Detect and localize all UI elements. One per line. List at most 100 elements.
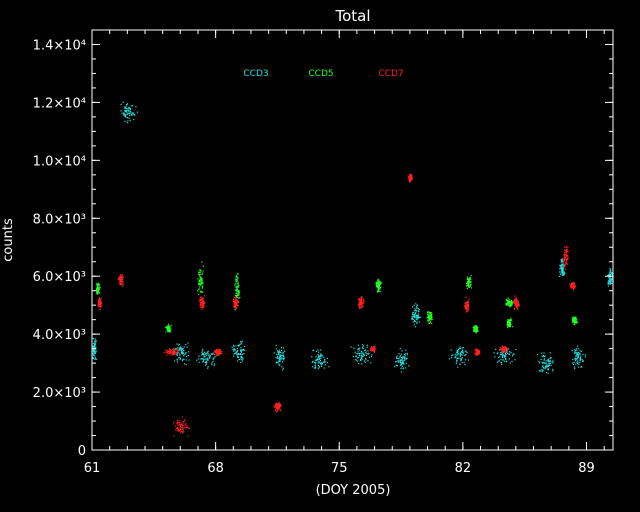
- data-point: [95, 283, 97, 285]
- data-point: [512, 353, 514, 355]
- data-point: [120, 274, 122, 276]
- data-point: [510, 305, 512, 307]
- data-point: [320, 355, 322, 358]
- data-point: [323, 361, 325, 363]
- data-point: [474, 325, 476, 327]
- data-point: [361, 296, 363, 298]
- data-point: [546, 366, 548, 368]
- data-point: [572, 363, 575, 365]
- data-point: [236, 279, 238, 282]
- data-point: [426, 316, 428, 318]
- data-point: [503, 351, 505, 353]
- data-point: [213, 357, 215, 359]
- data-point: [429, 317, 431, 319]
- data-point: [507, 348, 510, 350]
- series-ccd3: [92, 101, 614, 374]
- data-point: [573, 318, 575, 320]
- data-point: [567, 251, 569, 253]
- data-point: [505, 358, 507, 361]
- data-point: [281, 357, 283, 359]
- data-point: [237, 360, 239, 362]
- data-point: [210, 353, 212, 355]
- data-point: [465, 307, 467, 309]
- data-point: [231, 346, 233, 348]
- data-point: [511, 326, 514, 328]
- data-point: [235, 303, 237, 305]
- data-point: [237, 355, 239, 357]
- data-point: [547, 359, 549, 361]
- data-point: [430, 315, 432, 317]
- data-point: [125, 107, 127, 109]
- data-point: [410, 179, 412, 181]
- data-point: [504, 354, 506, 356]
- data-point: [573, 321, 575, 323]
- data-point: [501, 363, 503, 365]
- data-point: [238, 302, 240, 304]
- data-point: [467, 281, 469, 283]
- data-point: [176, 430, 178, 432]
- data-point: [125, 111, 128, 113]
- data-point: [409, 175, 411, 177]
- data-point: [464, 363, 466, 366]
- data-point: [405, 357, 407, 359]
- data-point: [207, 367, 209, 369]
- data-point: [609, 279, 611, 281]
- data-point: [510, 352, 512, 354]
- data-point: [125, 116, 127, 118]
- data-point: [127, 107, 129, 110]
- data-point: [167, 350, 169, 352]
- data-point: [413, 314, 415, 317]
- data-point: [318, 351, 320, 353]
- data-point: [238, 353, 240, 355]
- data-point: [401, 357, 404, 359]
- data-point: [198, 294, 200, 296]
- data-point: [181, 351, 183, 354]
- data-point: [177, 424, 179, 426]
- data-point: [278, 360, 281, 362]
- x-tick-label: 75: [331, 461, 348, 476]
- data-point: [232, 348, 234, 351]
- data-point: [200, 284, 202, 286]
- y-tick-label: 1.2×10⁴: [33, 96, 86, 111]
- data-point: [505, 351, 507, 353]
- data-point: [465, 311, 467, 313]
- data-point: [397, 358, 399, 360]
- data-point: [400, 371, 403, 373]
- data-point: [411, 316, 413, 318]
- data-point: [237, 353, 239, 356]
- data-point: [470, 283, 472, 285]
- data-point: [417, 316, 419, 318]
- data-point: [508, 304, 510, 306]
- data-point: [500, 358, 502, 360]
- data-point: [201, 354, 203, 356]
- data-point: [199, 291, 201, 293]
- data-point: [201, 302, 203, 304]
- data-point: [470, 275, 472, 277]
- data-point: [461, 349, 464, 351]
- data-point: [414, 316, 416, 319]
- data-point: [168, 350, 170, 352]
- data-point: [548, 361, 550, 363]
- data-point: [168, 330, 170, 332]
- data-point: [202, 354, 204, 356]
- data-point: [92, 350, 94, 352]
- data-point: [234, 348, 236, 351]
- data-point: [545, 362, 547, 364]
- data-point: [461, 351, 463, 353]
- data-point: [279, 360, 282, 362]
- data-point: [467, 300, 469, 302]
- data-point: [469, 281, 471, 283]
- data-point: [504, 351, 506, 353]
- data-point: [513, 353, 515, 355]
- data-point: [240, 349, 242, 351]
- data-point: [465, 351, 467, 353]
- data-point: [279, 405, 282, 407]
- data-point: [94, 340, 96, 342]
- data-point: [202, 304, 204, 306]
- data-point: [239, 341, 242, 343]
- data-point: [460, 359, 462, 361]
- data-point: [278, 351, 280, 353]
- data-point: [575, 358, 577, 360]
- data-point: [120, 281, 122, 283]
